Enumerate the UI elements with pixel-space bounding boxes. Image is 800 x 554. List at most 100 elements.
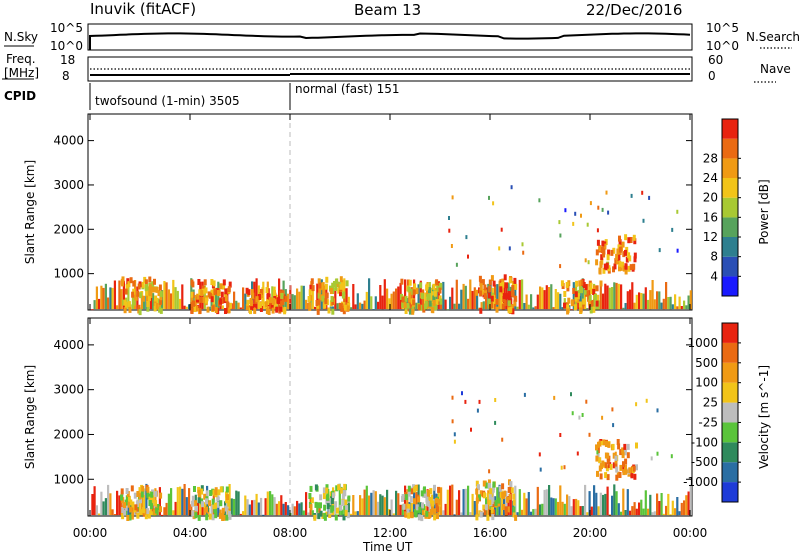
range-gate-cell xyxy=(491,514,495,521)
range-gate-cell xyxy=(209,490,213,496)
range-gate-cell xyxy=(205,297,208,304)
range-gate-cell xyxy=(574,295,578,302)
range-gate-cell xyxy=(372,490,375,516)
range-gate-cell xyxy=(442,281,445,310)
range-gate-cell xyxy=(158,284,162,291)
range-gate-cell xyxy=(335,278,339,285)
range-gate-cell xyxy=(621,261,625,268)
range-gate-cell xyxy=(148,276,152,283)
range-gate-cell xyxy=(262,281,265,310)
range-gate-cell xyxy=(503,490,507,497)
range-gate-cell xyxy=(212,286,215,310)
range-gate-cell xyxy=(311,510,314,516)
range-gate-cell xyxy=(198,289,202,296)
range-gate-cell xyxy=(159,294,163,301)
range-gate-cell xyxy=(596,447,600,454)
range-gate-cell xyxy=(406,302,410,309)
range-gate-cell xyxy=(188,488,191,516)
range-gate-cell xyxy=(670,454,673,459)
range-gate-cell xyxy=(129,277,133,284)
range-gate-cell xyxy=(255,493,258,516)
range-gate-cell xyxy=(618,235,621,242)
range-gate-cell xyxy=(227,286,231,293)
range-gate-cell xyxy=(647,299,650,310)
range-gate-cell xyxy=(514,514,518,521)
range-gate-cell xyxy=(211,498,215,505)
range-gate-cell xyxy=(334,290,337,310)
range-gate-cell xyxy=(341,285,345,292)
range-gate-cell xyxy=(475,514,479,521)
range-gate-cell xyxy=(386,288,389,310)
range-gate-cell xyxy=(511,290,514,297)
freq-unit-label: [MHz] xyxy=(4,66,39,80)
range-gate-cell xyxy=(615,466,619,473)
range-gate-cell xyxy=(532,509,535,516)
range-gate-cell xyxy=(635,464,638,471)
range-gate-cell xyxy=(334,501,338,508)
range-gate-cell xyxy=(507,307,511,314)
range-gate-cell xyxy=(614,462,618,469)
y-tick-label: 4000 xyxy=(53,338,84,352)
range-gate-cell xyxy=(489,488,493,495)
range-gate-cell xyxy=(514,279,517,310)
range-gate-cell xyxy=(563,302,566,309)
range-gate-cell xyxy=(316,308,320,315)
range-gate-cell xyxy=(392,513,395,516)
range-gate-cell xyxy=(129,506,133,513)
range-gate-cell xyxy=(318,502,321,516)
range-gate-cell xyxy=(614,451,617,456)
range-gate-cell xyxy=(580,213,582,218)
range-gate-cell xyxy=(623,449,627,456)
range-gate-cell xyxy=(134,294,138,301)
range-gate-cell xyxy=(635,402,638,407)
range-gate-cell xyxy=(253,499,256,516)
range-gate-cell xyxy=(656,408,659,413)
range-gate-cell xyxy=(605,262,609,269)
range-gate-cell xyxy=(619,449,623,456)
range-gate-cell xyxy=(337,281,341,288)
range-gate-cell xyxy=(579,306,583,313)
range-gate-cell xyxy=(309,485,313,492)
range-gate-cell xyxy=(224,505,228,512)
range-gate-cell xyxy=(641,190,644,195)
range-gate-cell xyxy=(152,286,156,293)
range-gate-cell xyxy=(509,286,512,310)
range-gate-cell xyxy=(116,490,119,516)
range-gate-cell xyxy=(399,504,402,516)
range-gate-cell xyxy=(214,512,218,519)
range-gate-cell xyxy=(344,304,347,311)
range-gate-cell xyxy=(210,296,214,303)
range-gate-cell xyxy=(550,284,553,310)
range-gate-cell xyxy=(604,283,607,310)
range-gate-cell xyxy=(390,293,393,310)
range-gate-cell xyxy=(227,500,231,507)
range-gate-cell xyxy=(465,235,468,240)
power-y-ticks: 1000 2000 3000 4000 xyxy=(53,134,692,281)
range-gate-cell xyxy=(219,509,222,516)
range-gate-cell xyxy=(313,514,317,521)
range-gate-cell xyxy=(251,500,254,516)
range-gate-cell xyxy=(635,508,638,516)
range-gate-cell xyxy=(651,280,654,310)
range-gate-cell xyxy=(120,492,123,516)
range-gate-cell xyxy=(501,287,504,294)
range-gate-cell xyxy=(222,283,226,290)
range-gate-cell xyxy=(522,250,525,255)
range-gate-cell xyxy=(197,489,201,496)
range-gate-cell xyxy=(144,513,148,520)
range-gate-cell xyxy=(658,291,661,310)
range-gate-cell xyxy=(612,452,616,459)
y-tick-label: 3000 xyxy=(53,178,84,192)
range-gate-cell xyxy=(674,508,677,516)
range-gate-cell xyxy=(442,510,445,516)
range-gate-cell xyxy=(647,508,650,516)
range-gate-cell xyxy=(579,284,582,310)
range-gate-cell xyxy=(676,497,679,516)
range-gate-cell xyxy=(374,296,377,310)
range-gate-cell xyxy=(276,297,280,304)
range-gate-cell xyxy=(585,399,588,404)
range-gate-cell xyxy=(575,280,579,287)
range-gate-cell xyxy=(153,300,157,306)
range-gate-cell xyxy=(307,296,311,302)
range-gate-cell xyxy=(260,497,263,516)
